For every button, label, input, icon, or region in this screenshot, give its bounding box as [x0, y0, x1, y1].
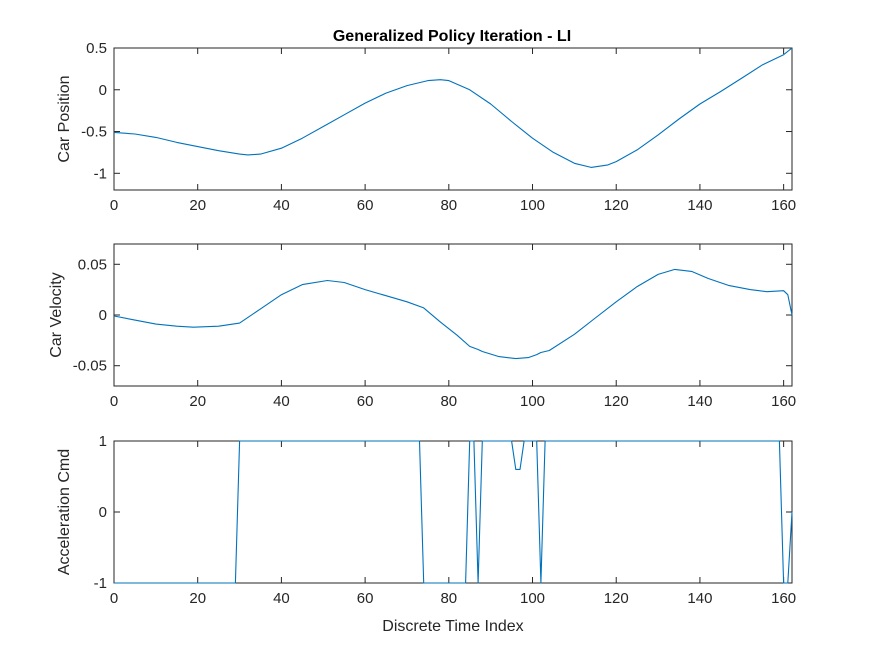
x-tick-label: 40 [273, 590, 290, 607]
y-tick-label: 0.05 [78, 256, 107, 273]
axes-box [113, 47, 793, 191]
x-tick-label: 60 [357, 197, 374, 214]
x-tick-label: 120 [604, 590, 629, 607]
x-tick-label: 100 [520, 197, 545, 214]
x-tick-label: 100 [520, 393, 545, 410]
x-tick-label: 20 [189, 197, 206, 214]
axes-2: 0 20 40 60 80 100 120 140 160 -0.05 0 0.05 Car Veloc… [48, 243, 796, 410]
axes-box [113, 243, 793, 387]
y-tick-label: -1 [94, 575, 107, 592]
axes-1: 0 20 40 60 80 100 120 140 160 -1 -0.5 0 0.5 Car Posit… [56, 40, 796, 214]
x-tick-label: 100 [520, 590, 545, 607]
x-tick-label: 0 [110, 590, 118, 607]
x-tick-label: 80 [440, 393, 457, 410]
x-axis-label: Discrete Time Index [382, 618, 523, 635]
x-tick-label: 160 [771, 393, 796, 410]
x-tick-label: 160 [771, 590, 796, 607]
figure-title: Generalized Policy Iteration - LI [333, 28, 571, 45]
x-tick-label: 140 [687, 393, 712, 410]
y-axis-label: Car Position [56, 75, 73, 162]
x-tick-label: 20 [189, 590, 206, 607]
x-tick-label: 80 [440, 197, 457, 214]
y-axis-label: Car Velocity [48, 272, 65, 357]
y-axis-label: Acceleration Cmd [56, 449, 73, 575]
y-tick-label: 1 [99, 433, 107, 450]
x-tick-label: 0 [110, 393, 118, 410]
series-line [113, 47, 793, 168]
x-tick-label: 60 [357, 590, 374, 607]
series-line [113, 268, 793, 360]
x-tick-label: 40 [273, 393, 290, 410]
x-tick-label: 60 [357, 393, 374, 410]
y-tick-label: 0 [99, 504, 107, 521]
x-tick-label: 80 [440, 590, 457, 607]
x-tick-label: 140 [687, 197, 712, 214]
x-tick-label: 20 [189, 393, 206, 410]
x-tick-label: 40 [273, 197, 290, 214]
x-tick-label: 0 [110, 197, 118, 214]
x-tick-label: 120 [604, 197, 629, 214]
y-tick-label: 0 [99, 82, 107, 99]
x-tick-label: 160 [771, 197, 796, 214]
y-tick-label: 0.5 [86, 40, 107, 57]
axes-box [113, 440, 793, 584]
series-line [114, 440, 793, 584]
y-tick-label: -1 [94, 165, 107, 182]
x-tick-label: 140 [687, 590, 712, 607]
y-tick-label: -0.5 [81, 124, 107, 141]
x-tick-label: 120 [604, 393, 629, 410]
y-tick-label: -0.05 [73, 358, 107, 375]
y-tick-label: 0 [99, 307, 107, 324]
